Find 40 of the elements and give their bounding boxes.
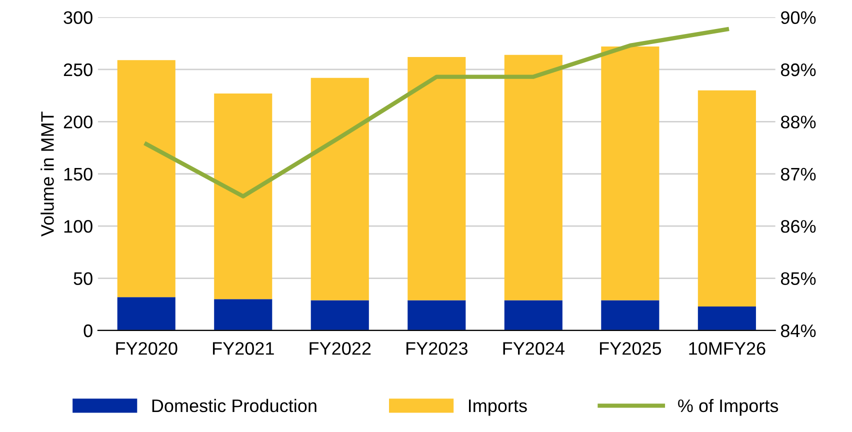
bar xyxy=(698,306,756,330)
y-tick-label: 150 xyxy=(64,168,92,181)
y2-tick-label: 88% xyxy=(780,116,816,128)
bar xyxy=(310,300,369,330)
x-tick-label: FY2023 xyxy=(406,342,468,355)
y2-tick-label: 89% xyxy=(780,63,816,76)
line-series xyxy=(144,27,730,198)
y2-tick-label: 86% xyxy=(780,220,816,233)
y-tick-label: 300 xyxy=(64,11,92,24)
y-axis-title: Volume in MMT xyxy=(40,112,54,237)
x-tick-label: FY2025 xyxy=(600,342,662,355)
x-tick-label: 10MFY26 xyxy=(689,342,766,355)
y-tick-label: 100 xyxy=(64,220,92,233)
y2-tick-label: 87% xyxy=(780,168,816,181)
bar xyxy=(601,300,660,330)
bar xyxy=(698,90,756,306)
bar xyxy=(601,46,660,300)
y-tick-label: 200 xyxy=(64,116,92,128)
bar xyxy=(504,54,562,300)
x-tick-label: FY2021 xyxy=(212,342,274,355)
y-tick-label: 50 xyxy=(74,272,92,285)
x-tick-label: FY2024 xyxy=(503,342,565,355)
y-tick-label: 0 xyxy=(84,324,92,338)
y2-tick-label: 85% xyxy=(780,272,816,285)
y-tick-label: 250 xyxy=(64,63,92,76)
bar xyxy=(408,56,466,300)
legend-label: Domestic Production xyxy=(152,398,316,412)
bar xyxy=(504,300,562,330)
bar xyxy=(214,93,272,300)
bar xyxy=(310,78,369,300)
legend-label: % of Imports xyxy=(678,398,778,416)
y2-tick-label: 84% xyxy=(780,324,816,338)
legend-label: Imports xyxy=(469,400,527,416)
y2-tick-label: 90% xyxy=(781,11,816,24)
x-tick-label: FY2020 xyxy=(116,342,178,355)
x-tick-label: FY2022 xyxy=(310,342,371,355)
bar xyxy=(408,300,466,330)
bar xyxy=(117,60,176,298)
bar xyxy=(214,299,272,330)
bar xyxy=(117,297,176,330)
